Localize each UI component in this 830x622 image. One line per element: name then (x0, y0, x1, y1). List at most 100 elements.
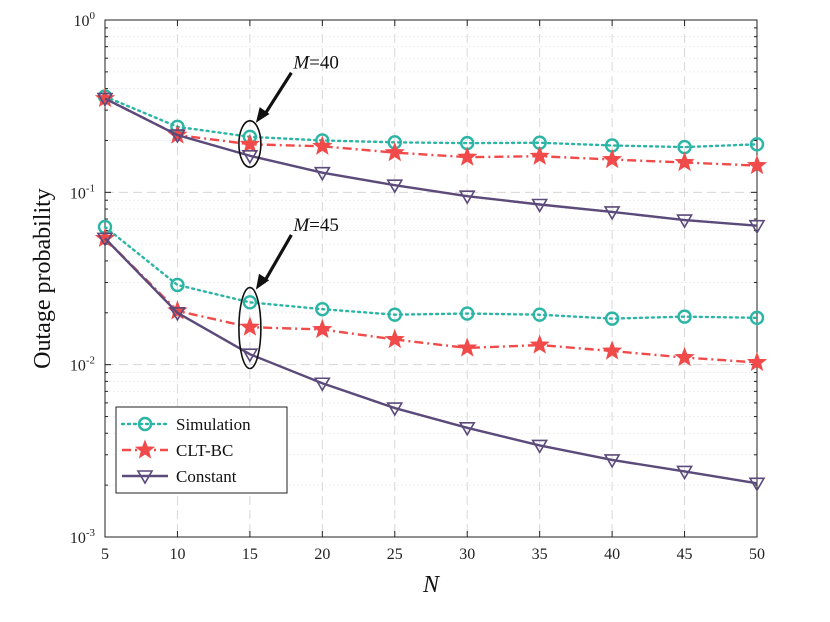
data-point-marker (603, 206, 621, 221)
y-tick-label: 100 (74, 10, 96, 30)
x-tick-label: 15 (242, 546, 258, 563)
y-tick-label: 10-2 (70, 355, 95, 375)
data-point-marker (386, 179, 404, 194)
data-point-marker (312, 318, 333, 339)
series-simulation-m45 (97, 219, 765, 326)
data-point-marker (674, 151, 695, 172)
data-point-marker (169, 129, 186, 144)
data-point-marker (676, 465, 693, 481)
data-point-marker (748, 477, 766, 492)
plot-frame (104, 19, 758, 538)
legend-label: Simulation (176, 415, 251, 434)
x-tick-label: 30 (459, 546, 475, 563)
data-point-marker (96, 92, 114, 108)
annotation-ellipse (238, 120, 262, 168)
series-line (103, 225, 759, 320)
data-point-marker (169, 306, 186, 322)
data-point-marker (460, 306, 475, 321)
series-constant-m45 (96, 232, 766, 492)
data-point-marker (96, 232, 114, 248)
data-point-marker (676, 214, 693, 229)
data-point-marker (531, 439, 549, 454)
x-tick-label: 20 (314, 546, 330, 563)
legend-marker-swatch (134, 439, 156, 459)
legend-item-constant[interactable]: Constant (122, 467, 237, 486)
data-point-marker (384, 328, 405, 349)
x-tick-label: 35 (532, 546, 548, 563)
x-axis-title: N (422, 572, 441, 598)
data-point-marker (239, 316, 261, 336)
data-point-marker (170, 277, 185, 293)
data-point-marker (384, 141, 405, 162)
data-point-marker (386, 402, 404, 417)
x-tick-label: 5 (101, 546, 109, 563)
annotation-arrow-shaft (262, 234, 293, 284)
data-point-marker (315, 301, 330, 317)
data-point-marker (603, 454, 621, 469)
legend-item-simulation[interactable]: Simulation (120, 415, 251, 434)
series-clt-bc-m45 (94, 227, 768, 372)
data-point-marker (529, 145, 550, 165)
annotation-arrow-head (255, 107, 270, 123)
x-tick-label: 10 (169, 546, 185, 563)
data-point-marker (241, 149, 259, 165)
data-point-marker (748, 219, 766, 235)
data-point-marker (312, 135, 333, 155)
data-point-marker (387, 307, 402, 322)
data-point-marker (313, 166, 331, 182)
data-point-marker (457, 337, 478, 357)
data-point-marker (458, 190, 476, 205)
annotation-arrow-shaft (262, 71, 293, 117)
data-point-marker (531, 198, 549, 214)
data-point-marker (529, 334, 550, 354)
data-point-marker (241, 348, 259, 363)
legend-label: CLT-BC (176, 441, 233, 460)
annotations: M=40 M=45 (238, 53, 339, 370)
y-tick-label: 10-3 (70, 527, 96, 547)
grid (104, 20, 758, 538)
data-point-marker (242, 295, 258, 310)
data-point-marker (94, 227, 116, 248)
x-tick-label: 25 (387, 546, 403, 563)
y-axis-title: Outage probability (30, 188, 56, 369)
x-tick-label: 50 (749, 546, 765, 563)
annotation-label: M=45 (292, 215, 339, 236)
data-point-marker (458, 422, 476, 437)
series-constant-m40 (96, 92, 766, 235)
legend-marker-swatch (137, 416, 153, 432)
data-point-marker (94, 87, 116, 108)
legend[interactable]: Simulation CLT-BC Constant (115, 406, 288, 494)
data-point-marker (532, 307, 547, 322)
data-series (94, 87, 768, 492)
legend-label: Constant (176, 467, 237, 486)
legend-marker-swatch (136, 470, 154, 485)
annotation-arrow-head (255, 273, 270, 290)
x-tick-label: 45 (677, 546, 693, 563)
y-tick-label: 10-1 (70, 182, 95, 202)
annotation-label: M=40 (292, 53, 339, 74)
series-line (103, 95, 759, 149)
data-point-marker (749, 310, 765, 326)
series-line (104, 237, 758, 485)
series-line (104, 237, 758, 364)
data-point-marker (746, 351, 768, 372)
x-tick-label: 40 (604, 546, 620, 563)
axes (104, 19, 758, 538)
series-line (104, 97, 758, 167)
data-point-marker (746, 154, 768, 175)
data-point-marker (604, 311, 620, 326)
data-point-marker (313, 377, 331, 392)
data-point-marker (677, 309, 692, 324)
legend-item-clt-bc[interactable]: CLT-BC (122, 439, 233, 461)
series-line (104, 97, 758, 227)
data-point-marker (457, 146, 478, 166)
data-point-marker (601, 148, 623, 169)
data-point-marker (239, 133, 261, 153)
annotation-ellipse (238, 286, 262, 370)
data-point-marker (674, 346, 695, 367)
data-point-marker (601, 340, 623, 360)
tick-labels: 5 10 15 20 25 30 35 40 45 50 10-3 10-2 10-1 100 (70, 10, 765, 563)
data-point-marker (749, 137, 765, 152)
